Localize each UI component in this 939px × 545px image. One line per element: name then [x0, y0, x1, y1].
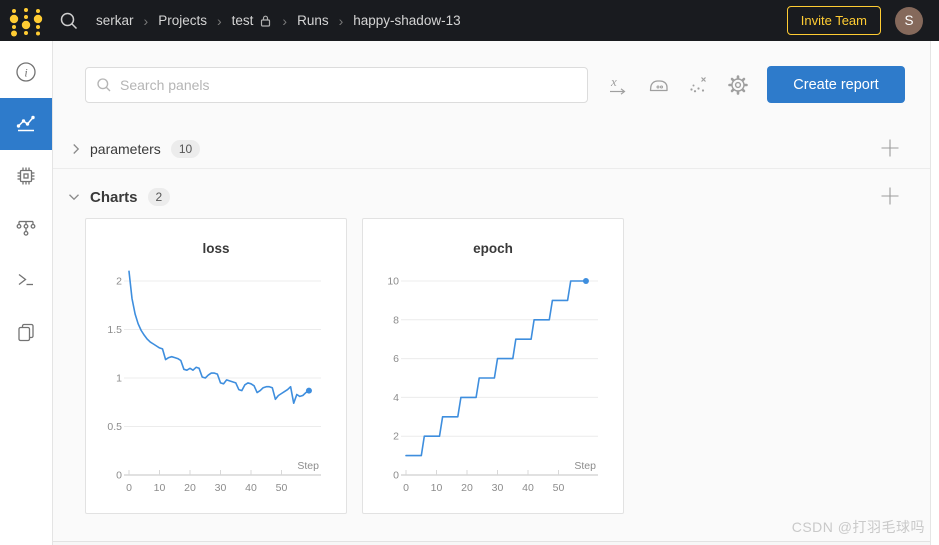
breadcrumb: serkar › Projects › test › Runs › happy-… [96, 13, 461, 29]
navbar-search-button[interactable] [52, 4, 86, 38]
smoothing-iron-icon [649, 79, 668, 91]
panel-toolbar: x [85, 66, 905, 103]
svg-text:0: 0 [403, 482, 409, 494]
svg-text:6: 6 [393, 353, 399, 365]
parameters-count-badge: 10 [170, 139, 201, 158]
search-panels-box [85, 66, 588, 103]
svg-text:2: 2 [116, 276, 122, 288]
collapse-charts-button[interactable] [63, 186, 85, 208]
run-sidebar: i [0, 41, 53, 545]
smoothing-settings-button[interactable] [646, 73, 670, 97]
invite-team-button[interactable]: Invite Team [786, 6, 881, 35]
svg-text:Step: Step [297, 460, 319, 472]
add-chart-panel-button[interactable] [879, 186, 901, 208]
workspace-settings-icons: x [606, 73, 750, 97]
wandb-logo-icon [9, 7, 43, 36]
svg-text:i: i [24, 66, 27, 80]
gear-icon [728, 74, 748, 95]
svg-text:1: 1 [116, 373, 122, 385]
sidebar-item-model[interactable] [0, 202, 52, 254]
svg-text:50: 50 [553, 482, 565, 494]
search-icon [97, 77, 111, 91]
panel-workspace: x [53, 41, 931, 545]
chevron-right-icon [73, 143, 80, 154]
svg-text:40: 40 [522, 482, 534, 494]
svg-text:10: 10 [154, 482, 166, 494]
files-icon [18, 323, 34, 342]
svg-text:8: 8 [393, 314, 399, 326]
charts-count-badge: 2 [147, 188, 171, 206]
plus-icon [881, 187, 899, 205]
model-graph-icon [16, 220, 36, 236]
chevron-down-icon [69, 194, 79, 201]
avatar[interactable]: S [895, 6, 923, 35]
breadcrumb-run-name[interactable]: happy-shadow-13 [353, 13, 461, 28]
info-icon: i [16, 62, 36, 82]
breadcrumb-project[interactable]: test [231, 13, 254, 28]
svg-text:2: 2 [393, 431, 399, 443]
svg-text:20: 20 [184, 482, 196, 494]
create-report-button[interactable]: Create report [767, 66, 905, 103]
add-parameters-panel-button[interactable] [879, 138, 901, 160]
svg-text:Step: Step [574, 460, 596, 472]
sidebar-item-system[interactable] [0, 150, 52, 202]
private-lock-icon [259, 14, 272, 28]
chip-icon [17, 167, 35, 185]
svg-text:30: 30 [215, 482, 227, 494]
sidebar-item-charts[interactable] [0, 98, 52, 150]
x-axis-settings-button[interactable]: x [606, 73, 630, 97]
line-chart-icon [16, 115, 35, 132]
breadcrumb-separator: › [216, 12, 222, 29]
wandb-logo[interactable] [0, 0, 52, 41]
expand-parameters-button[interactable] [65, 138, 87, 160]
breadcrumb-projects[interactable]: Projects [158, 13, 207, 28]
svg-text:10: 10 [431, 482, 443, 494]
terminal-icon [18, 273, 33, 286]
x-axis-icon: x [610, 74, 626, 95]
sidebar-item-logs[interactable] [0, 254, 52, 306]
panel-settings-button[interactable] [726, 73, 750, 97]
plus-icon [881, 139, 899, 156]
svg-text:x: x [610, 74, 617, 89]
scrollbar-track[interactable] [931, 41, 939, 545]
watermark: CSDN @打羽毛球吗 [791, 519, 925, 535]
chart-title: loss [202, 241, 230, 256]
outliers-icon [690, 76, 706, 92]
breadcrumb-runs[interactable]: Runs [297, 13, 329, 28]
svg-text:30: 30 [492, 482, 504, 494]
search-icon [60, 12, 78, 29]
search-panels-input[interactable] [120, 76, 577, 93]
breadcrumb-entity[interactable]: serkar [96, 13, 134, 28]
svg-text:0.5: 0.5 [107, 421, 122, 433]
section-parameters: parameters 10 [53, 129, 930, 169]
svg-text:1.5: 1.5 [107, 324, 122, 336]
top-navbar: serkar › Projects › test › Runs › happy-… [0, 0, 939, 41]
outliers-settings-button[interactable] [686, 73, 710, 97]
svg-text:4: 4 [393, 392, 399, 404]
svg-text:40: 40 [245, 482, 257, 494]
section-charts: Charts 2 [53, 177, 930, 217]
workspace: i [0, 41, 939, 545]
svg-text:50: 50 [276, 482, 288, 494]
chart-plot-epoch: 0 2 4 6 8 10 0 10 20 30 40 50 Step [387, 276, 598, 494]
breadcrumb-separator: › [143, 12, 149, 29]
chart-panel-epoch[interactable]: epoch 0 2 4 6 8 10 0 10 20 30 40 50 Step [362, 218, 624, 514]
chart-panel-loss[interactable]: loss 0 0.5 1 1.5 2 0 10 20 30 40 50 Step [85, 218, 347, 514]
chart-title: epoch [473, 241, 513, 256]
svg-text:20: 20 [461, 482, 473, 494]
sidebar-item-overview[interactable]: i [0, 46, 52, 98]
svg-text:10: 10 [387, 276, 399, 288]
svg-text:0: 0 [393, 470, 399, 482]
svg-text:0: 0 [116, 470, 122, 482]
sidebar-item-files[interactable] [0, 306, 52, 358]
breadcrumb-separator: › [338, 12, 344, 29]
svg-text:0: 0 [126, 482, 132, 494]
bottom-divider [53, 541, 930, 545]
charts-section-label[interactable]: Charts [90, 188, 138, 206]
parameters-section-label[interactable]: parameters [90, 140, 161, 157]
breadcrumb-separator: › [282, 12, 288, 29]
